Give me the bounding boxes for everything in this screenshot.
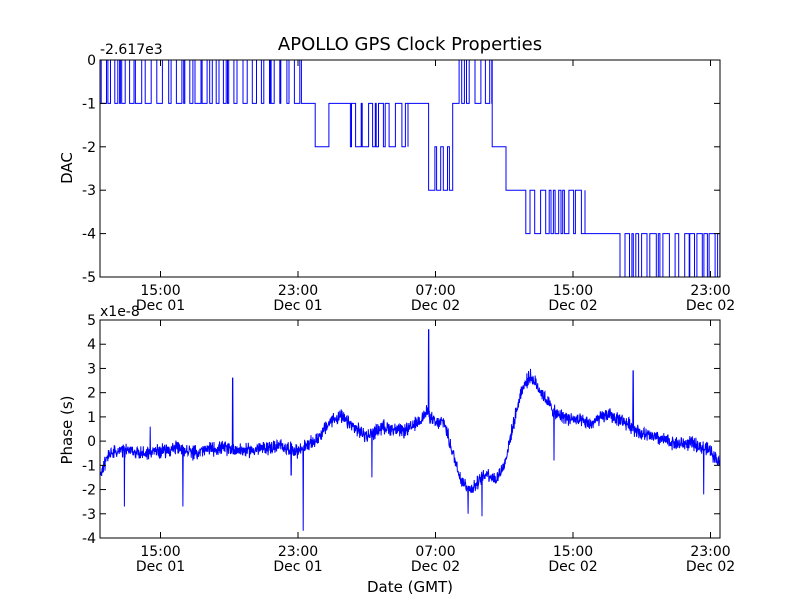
- dac-axes-frame: [99, 59, 721, 278]
- dac-line: [100, 60, 720, 277]
- y-tick-label: 3: [87, 361, 96, 377]
- phase-offset-label: x1e-8: [100, 304, 140, 320]
- x-tick-time-label: 23:00: [278, 544, 318, 560]
- x-tick-date-label: Dec 01: [273, 298, 322, 314]
- x-tick-date-label: Dec 02: [411, 298, 460, 314]
- x-tick-date-label: Dec 01: [136, 298, 185, 314]
- x-tick-date-label: Dec 02: [686, 559, 735, 575]
- y-tick-label: -2: [82, 483, 96, 499]
- x-tick-date-label: Dec 02: [686, 298, 735, 314]
- y-tick-label: -1: [82, 458, 96, 474]
- x-tick-date-label: Dec 02: [411, 559, 460, 575]
- y-tick-label: 2: [87, 386, 96, 402]
- y-tick-label: -4: [82, 227, 96, 243]
- y-tick-label: 0: [87, 434, 96, 450]
- x-tick-time-label: 07:00: [415, 283, 455, 299]
- x-tick-date-label: Dec 02: [548, 559, 597, 575]
- x-tick-date-label: Dec 01: [136, 559, 185, 575]
- dac-y-axis-label: DAC: [58, 152, 76, 184]
- x-tick-time-label: 07:00: [415, 544, 455, 560]
- y-tick-label: -4: [82, 531, 96, 547]
- y-tick-label: -1: [82, 96, 96, 112]
- x-tick-time-label: 15:00: [553, 283, 593, 299]
- x-tick-date-label: Dec 02: [548, 298, 597, 314]
- phase-y-ticks: 5 4 3 2 1 0 -1 -2 -3 -4: [82, 313, 720, 547]
- phase-series: [100, 329, 720, 531]
- y-tick-label: -3: [82, 507, 96, 523]
- phase-x-axis-label: Date (GMT): [367, 578, 453, 596]
- y-tick-label: 0: [87, 53, 96, 69]
- y-tick-label: 4: [87, 337, 96, 353]
- y-tick-label: -2: [82, 140, 96, 156]
- x-tick-date-label: Dec 01: [273, 559, 322, 575]
- x-tick-time-label: 23:00: [278, 283, 318, 299]
- phase-axes-frame: [99, 319, 721, 539]
- phase-y-axis-label: Phase (s): [58, 395, 76, 464]
- phase-line: [100, 329, 720, 531]
- x-tick-time-label: 15:00: [140, 544, 180, 560]
- figure-title: APOLLO GPS Clock Properties: [278, 34, 542, 55]
- dac-y-ticks: 0 -1 -2 -3 -4 -5: [82, 53, 720, 286]
- dac-series: [100, 60, 720, 277]
- x-tick-time-label: 15:00: [140, 283, 180, 299]
- x-tick-time-label: 23:00: [690, 544, 730, 560]
- y-tick-label: -5: [82, 270, 96, 286]
- x-tick-time-label: 15:00: [553, 544, 593, 560]
- x-tick-time-label: 23:00: [690, 283, 730, 299]
- dac-offset-label: -2.617e3: [100, 42, 163, 58]
- y-tick-label: 5: [87, 313, 96, 329]
- y-tick-label: 1: [87, 410, 96, 426]
- y-tick-label: -3: [82, 183, 96, 199]
